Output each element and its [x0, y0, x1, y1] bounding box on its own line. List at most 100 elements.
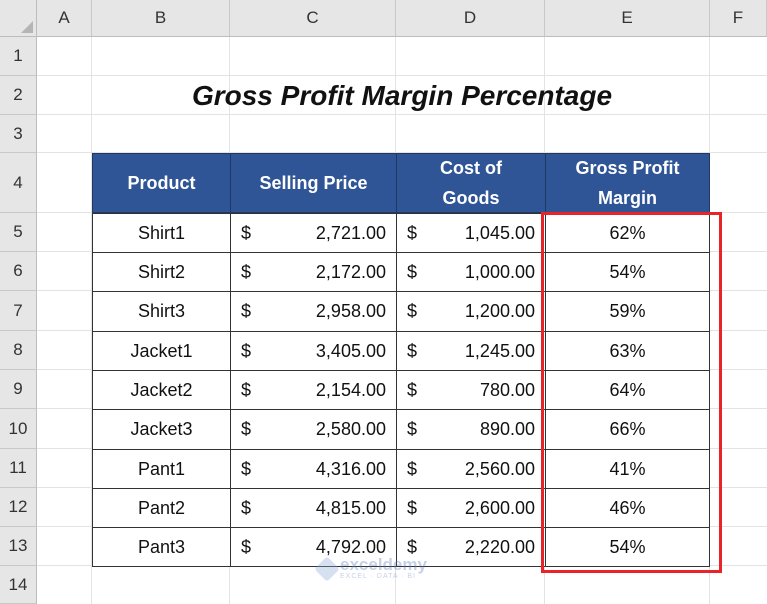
cell-gross-profit-margin[interactable]: 46% — [545, 488, 710, 528]
column-header-c[interactable]: C — [230, 0, 396, 37]
cell-cost-of-goods[interactable]: $1,245.00 — [396, 331, 546, 371]
row-header-9[interactable]: 9 — [0, 370, 37, 409]
currency-symbol: $ — [241, 497, 252, 518]
cell-product[interactable]: Shirt2 — [92, 252, 231, 292]
currency-symbol: $ — [407, 340, 418, 361]
currency-symbol: $ — [407, 458, 418, 479]
header-margin-line-2: Margin — [597, 188, 657, 208]
selling-price-value: 3,405.00 — [315, 340, 386, 361]
cell-selling-price[interactable]: $3,405.00 — [230, 331, 397, 371]
cost-value: 1,000.00 — [464, 261, 535, 282]
row-header-7[interactable]: 7 — [0, 291, 37, 331]
currency-symbol: $ — [241, 379, 252, 400]
cell-selling-price[interactable]: $2,721.00 — [230, 213, 397, 253]
exceldemy-logo-icon — [314, 555, 340, 582]
watermark-name: exceldemy — [340, 555, 427, 574]
row-header-11[interactable]: 11 — [0, 449, 37, 488]
cell-product[interactable]: Jacket3 — [92, 409, 231, 450]
cell-cost-of-goods[interactable]: $2,560.00 — [396, 449, 546, 489]
header-product[interactable]: Product — [92, 153, 231, 213]
row-header-2[interactable]: 2 — [0, 76, 37, 115]
cell-cost-of-goods[interactable]: $1,000.00 — [396, 252, 546, 292]
column-header-a[interactable]: A — [37, 0, 92, 37]
header-cost-of-goods[interactable]: Cost of Goods — [396, 153, 546, 213]
header-gross-profit-margin[interactable]: Gross Profit Margin — [545, 153, 710, 213]
row-header-12[interactable]: 12 — [0, 488, 37, 527]
watermark-sub: EXCEL · DATA · BI — [340, 573, 416, 580]
cost-value: 890.00 — [479, 419, 535, 439]
cell-product[interactable]: Shirt3 — [92, 291, 231, 332]
column-header-e[interactable]: E — [545, 0, 710, 37]
row-header-8[interactable]: 8 — [0, 331, 37, 370]
gridline-horizontal — [37, 114, 767, 115]
cell-cost-of-goods[interactable]: $2,220.00 — [396, 527, 546, 567]
selling-price-value: 2,721.00 — [315, 222, 386, 243]
row-header-10[interactable]: 10 — [0, 409, 37, 449]
row-header-1[interactable]: 1 — [0, 37, 37, 76]
cost-value: 2,560.00 — [464, 458, 535, 479]
cell-gross-profit-margin[interactable]: 54% — [545, 527, 710, 567]
gridline-horizontal — [37, 152, 767, 153]
cell-product[interactable]: Pant3 — [92, 527, 231, 567]
cost-value: 2,220.00 — [464, 536, 535, 557]
currency-symbol: $ — [407, 261, 418, 282]
cell-cost-of-goods[interactable]: $1,045.00 — [396, 213, 546, 253]
column-header-b[interactable]: B — [92, 0, 230, 37]
row-header-6[interactable]: 6 — [0, 252, 37, 291]
cell-gross-profit-margin[interactable]: 64% — [545, 370, 710, 410]
currency-symbol: $ — [407, 301, 418, 321]
row-header-3[interactable]: 3 — [0, 115, 37, 153]
cost-value: 1,200.00 — [464, 301, 535, 321]
row-header-14[interactable]: 14 — [0, 566, 37, 604]
currency-symbol: $ — [407, 419, 418, 439]
gridline-vertical — [91, 37, 92, 604]
cell-selling-price[interactable]: $2,958.00 — [230, 291, 397, 332]
currency-symbol: $ — [241, 458, 252, 479]
cost-value: 1,245.00 — [464, 340, 535, 361]
cell-selling-price[interactable]: $4,316.00 — [230, 449, 397, 489]
select-all-corner[interactable] — [0, 0, 37, 37]
currency-symbol: $ — [241, 340, 252, 361]
cell-product[interactable]: Jacket2 — [92, 370, 231, 410]
row-header-5[interactable]: 5 — [0, 213, 37, 252]
cell-gross-profit-margin[interactable]: 54% — [545, 252, 710, 292]
cell-selling-price[interactable]: $2,154.00 — [230, 370, 397, 410]
currency-symbol: $ — [241, 261, 252, 282]
header-cost-line-2: Goods — [442, 188, 500, 208]
cell-selling-price[interactable]: $4,815.00 — [230, 488, 397, 528]
currency-symbol: $ — [407, 536, 418, 557]
column-header-d[interactable]: D — [396, 0, 545, 37]
selection-highlight-margin-column — [541, 212, 722, 573]
selling-price-value: 2,172.00 — [315, 261, 386, 282]
sheet-title[interactable]: Gross Profit Margin Percentage — [191, 79, 613, 111]
row-header-13[interactable]: 13 — [0, 527, 37, 566]
row-header-4[interactable]: 4 — [0, 153, 37, 213]
cell-selling-price[interactable]: $2,580.00 — [230, 409, 397, 450]
header-cost-line-1: Cost of — [440, 158, 502, 178]
cell-product[interactable]: Shirt1 — [92, 213, 231, 253]
cell-selling-price[interactable]: $4,792.00 — [230, 527, 397, 567]
cell-gross-profit-margin[interactable]: 59% — [545, 291, 710, 332]
selling-price-value: 2,154.00 — [315, 379, 386, 400]
header-selling-price[interactable]: Selling Price — [230, 153, 397, 213]
gridline-horizontal — [37, 75, 767, 76]
currency-symbol: $ — [407, 379, 418, 400]
cell-cost-of-goods[interactable]: $2,600.00 — [396, 488, 546, 528]
cell-product[interactable]: Pant2 — [92, 488, 231, 528]
currency-symbol: $ — [407, 222, 418, 243]
cost-value: 780.00 — [479, 379, 535, 400]
currency-symbol: $ — [241, 536, 252, 557]
header-margin-line-1: Gross Profit — [575, 158, 680, 178]
cell-product[interactable]: Pant1 — [92, 449, 231, 489]
select-all-triangle-icon — [21, 21, 33, 33]
cell-cost-of-goods[interactable]: $1,200.00 — [396, 291, 546, 332]
selling-price-value: 4,792.00 — [315, 536, 386, 557]
selling-price-value: 2,958.00 — [315, 301, 386, 321]
cell-product[interactable]: Jacket1 — [92, 331, 231, 371]
cell-cost-of-goods[interactable]: $890.00 — [396, 409, 546, 450]
cell-selling-price[interactable]: $2,172.00 — [230, 252, 397, 292]
cell-cost-of-goods[interactable]: $780.00 — [396, 370, 546, 410]
column-header-f[interactable]: F — [710, 0, 767, 37]
currency-symbol: $ — [241, 222, 252, 243]
exceldemy-watermark: exceldemy EXCEL · DATA · BI — [314, 555, 427, 582]
